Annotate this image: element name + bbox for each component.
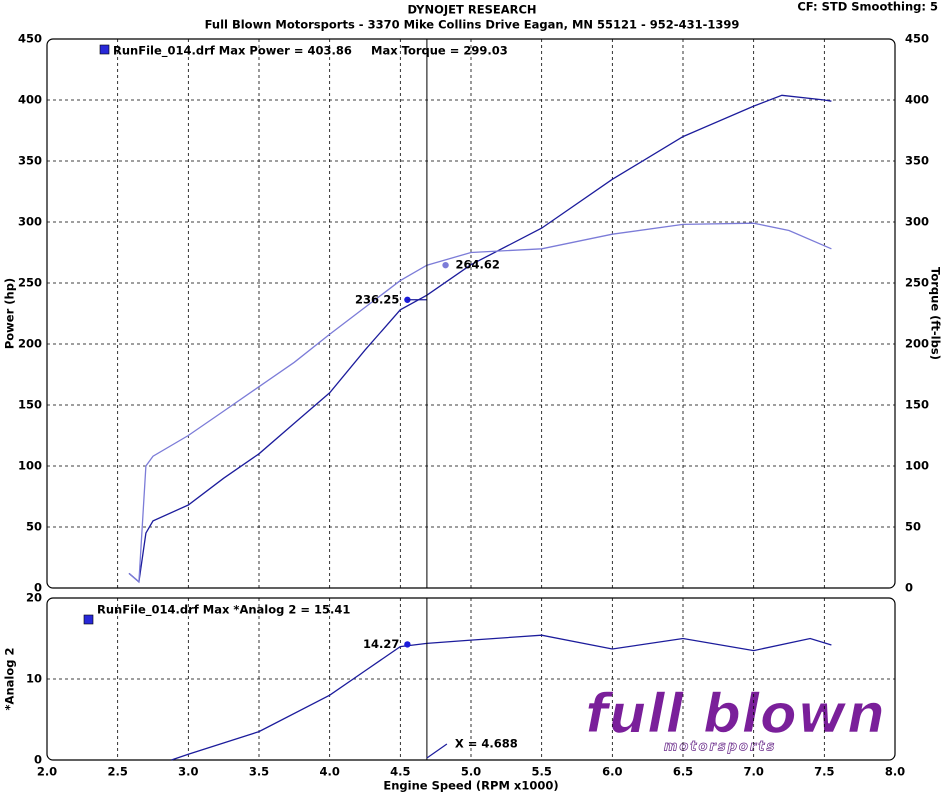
x-tick-label: 5.0	[461, 765, 481, 779]
y-tick-label: 100	[18, 459, 42, 473]
x-tick-label: 3.5	[249, 765, 269, 779]
x-tick-label: 6.0	[602, 765, 622, 779]
y-axis-label: Power (hp)	[3, 278, 17, 349]
y2-tick-label: 50	[905, 520, 921, 534]
title: DYNOJET RESEARCH	[407, 3, 536, 17]
x-tick-label: 4.5	[390, 765, 410, 779]
x-tick-label: 6.5	[673, 765, 693, 779]
legend-text: RunFile_014.drf Max *Analog 2 = 15.41	[97, 603, 350, 618]
y-tick-label: 250	[18, 276, 42, 290]
x-tick-label: 4.0	[319, 765, 339, 779]
y2-tick-label: 150	[905, 398, 929, 412]
y-tick-label: 10	[26, 672, 42, 686]
y-tick-label: 0	[34, 581, 42, 595]
logo: full blown motorsports	[584, 682, 886, 755]
y2-tick-label: 0	[905, 581, 913, 595]
cursor-label: X = 4.688	[455, 737, 518, 751]
cursor-marker	[442, 261, 449, 269]
y-tick-label: 0	[34, 753, 42, 767]
y-tick-label: 450	[18, 32, 42, 46]
x-axis-label: Engine Speed (RPM x1000)	[383, 779, 558, 793]
y-tick-label: 350	[18, 154, 42, 168]
settings: CF: STD Smoothing: 5	[797, 0, 938, 14]
marker-label: 14.27	[363, 637, 399, 651]
x-tick-label: 2.5	[107, 765, 127, 779]
logo-sub: motorsports	[664, 740, 776, 755]
logo-main: full blown	[585, 683, 885, 746]
y2-tick-label: 300	[905, 215, 929, 229]
y-tick-label: 150	[18, 398, 42, 412]
y2-tick-label: 350	[905, 154, 929, 168]
y-tick-label: 400	[18, 93, 42, 107]
series-line	[128, 94, 832, 584]
series-line	[171, 634, 832, 761]
subtitle: Full Blown Motorsports - 3370 Mike Colli…	[205, 18, 740, 32]
y-tick-label: 50	[26, 520, 42, 534]
x-tick-label: 2.0	[37, 765, 57, 779]
y2-tick-label: 200	[905, 337, 929, 351]
x-tick-label: 8.0	[885, 765, 905, 779]
cursor-marker	[404, 296, 411, 303]
y2-axis-label: Torque (ft-lbs)	[929, 267, 943, 360]
x-tick-label: 7.5	[814, 765, 834, 779]
series-line	[128, 222, 832, 584]
y-tick-label: 200	[18, 337, 42, 351]
legend-text: Max Torque = 299.03	[371, 44, 508, 58]
legend-text: RunFile_014.drf Max Power = 403.86	[113, 44, 352, 59]
y-axis-label: *Analog 2	[3, 648, 17, 711]
y-tick-label: 20	[26, 591, 42, 605]
y2-tick-label: 250	[905, 276, 929, 290]
y-tick-label: 300	[18, 215, 42, 229]
x-tick-label: 5.5	[531, 765, 551, 779]
y2-tick-label: 100	[905, 459, 929, 473]
legend-icon	[83, 614, 94, 625]
x-tick-label: 7.0	[743, 765, 763, 779]
y2-tick-label: 450	[905, 32, 929, 46]
plot-frame-top	[46, 38, 896, 589]
cursor-marker	[404, 641, 411, 648]
y2-tick-label: 400	[905, 93, 929, 107]
legend-icon	[99, 44, 110, 55]
x-tick-label: 3.0	[178, 765, 198, 779]
marker-label: 236.25	[355, 292, 399, 306]
cursor-pointer	[426, 743, 448, 759]
marker-label: 264.62	[456, 258, 500, 272]
